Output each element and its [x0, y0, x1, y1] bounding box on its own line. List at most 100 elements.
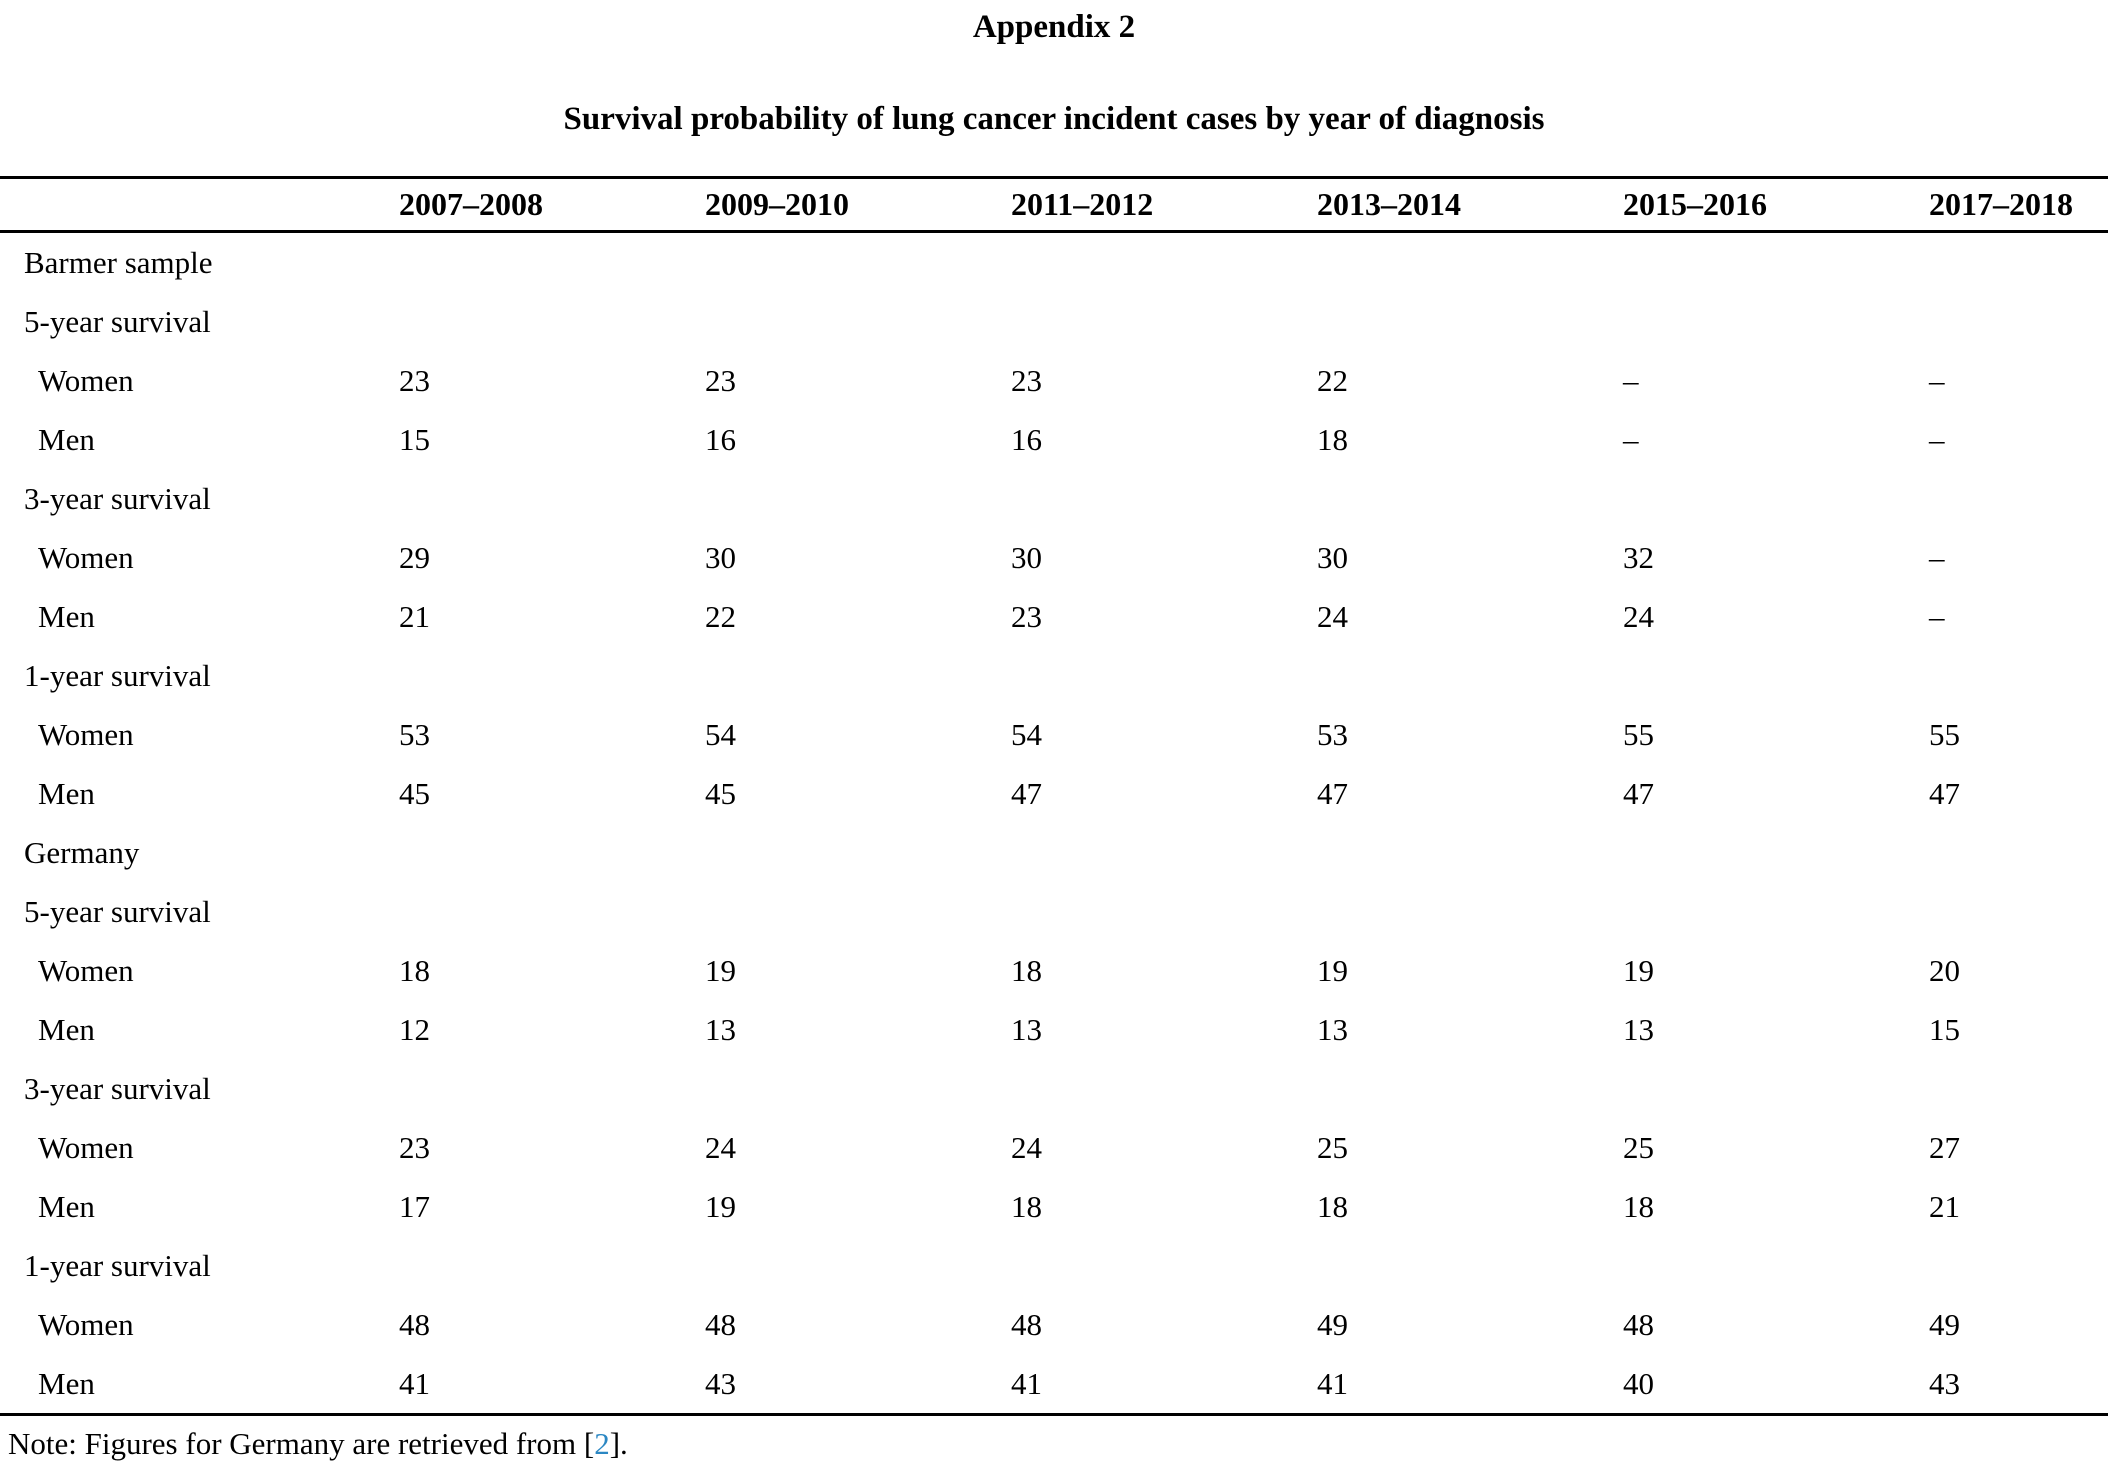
- year-column-header: 2013–2014: [1317, 177, 1623, 234]
- value-cell: [1317, 232, 1623, 293]
- value-cell: [1623, 1236, 1929, 1295]
- value-cell: 15: [1929, 1011, 1960, 1047]
- row-label: Women: [38, 1129, 134, 1165]
- value-cell: 18: [1011, 952, 1042, 988]
- row-label: Women: [38, 1306, 134, 1342]
- value-cell: [1623, 823, 1929, 882]
- value-cell: 19: [1623, 952, 1654, 988]
- value-cell: [1623, 469, 1929, 528]
- value-cell: –: [1623, 362, 1639, 398]
- value-cell: [1929, 469, 2108, 528]
- row-label: 3-year survival: [24, 1070, 211, 1106]
- table-row: Men 45 45 47 47 47 47: [0, 764, 2108, 823]
- value-cell: 48: [399, 1306, 430, 1342]
- value-cell: 43: [705, 1365, 736, 1401]
- table-row: Barmer sample: [0, 232, 2108, 293]
- row-label: Women: [38, 952, 134, 988]
- value-cell: [705, 469, 1011, 528]
- value-cell: [1929, 232, 2108, 293]
- value-cell: –: [1929, 362, 1945, 398]
- value-cell: 23: [399, 362, 430, 398]
- value-cell: [1011, 823, 1317, 882]
- value-cell: 13: [1317, 1011, 1348, 1047]
- value-cell: 43: [1929, 1365, 1960, 1401]
- value-cell: [1011, 292, 1317, 351]
- table-row: Men 41 43 41 41 40 43: [0, 1354, 2108, 1415]
- table-row: Men 15 16 16 18 – –: [0, 410, 2108, 469]
- year-column-header: 2007–2008: [399, 177, 705, 234]
- value-cell: 41: [1011, 1365, 1042, 1401]
- value-cell: 13: [1623, 1011, 1654, 1047]
- value-cell: 22: [1317, 362, 1348, 398]
- citation-link-2[interactable]: 2: [594, 1426, 610, 1462]
- value-cell: [399, 1236, 705, 1295]
- value-cell: [1011, 232, 1317, 293]
- value-cell: [399, 1059, 705, 1118]
- value-cell: 23: [399, 1129, 430, 1165]
- table-row: Women 29 30 30 30 32 –: [0, 528, 2108, 587]
- value-cell: 47: [1317, 775, 1348, 811]
- year-column-header: 2017–2018: [1929, 177, 2108, 234]
- value-cell: 20: [1929, 952, 1960, 988]
- value-cell: [399, 882, 705, 941]
- value-cell: 54: [705, 716, 736, 752]
- table-row: Women 53 54 54 53 55 55: [0, 705, 2108, 764]
- value-cell: 41: [1317, 1365, 1348, 1401]
- table-row: Men 17 19 18 18 18 21: [0, 1177, 2108, 1236]
- table-note: Note: Figures for Germany are retrieved …: [0, 1425, 2108, 1462]
- value-cell: 53: [1317, 716, 1348, 752]
- value-cell: [1929, 1236, 2108, 1295]
- value-cell: 18: [1623, 1188, 1654, 1224]
- value-cell: [1317, 646, 1623, 705]
- value-cell: –: [1929, 598, 1945, 634]
- value-cell: 24: [1623, 598, 1654, 634]
- value-cell: 41: [399, 1365, 430, 1401]
- table-row: Women 18 19 18 19 19 20: [0, 941, 2108, 1000]
- row-label: 3-year survival: [24, 480, 211, 516]
- value-cell: 18: [1011, 1188, 1042, 1224]
- value-cell: [705, 1059, 1011, 1118]
- value-cell: 23: [1011, 598, 1042, 634]
- value-cell: [1317, 469, 1623, 528]
- value-cell: 27: [1929, 1129, 1960, 1165]
- table-row: Women 48 48 48 49 48 49: [0, 1295, 2108, 1354]
- value-cell: [705, 823, 1011, 882]
- table-caption: Survival probability of lung cancer inci…: [563, 100, 1545, 137]
- value-cell: 23: [705, 362, 736, 398]
- row-label: Germany: [24, 834, 140, 870]
- value-cell: 45: [705, 775, 736, 811]
- value-cell: [1317, 1236, 1623, 1295]
- row-label: Men: [38, 1011, 95, 1047]
- value-cell: [1929, 1059, 2108, 1118]
- value-cell: 25: [1317, 1129, 1348, 1165]
- value-cell: –: [1623, 421, 1639, 457]
- value-cell: 30: [1011, 539, 1042, 575]
- value-cell: 55: [1929, 716, 1960, 752]
- value-cell: [1011, 882, 1317, 941]
- row-label: 5-year survival: [24, 303, 211, 339]
- table-row: 1-year survival: [0, 1236, 2108, 1295]
- row-label: Men: [38, 775, 95, 811]
- row-label: Men: [38, 598, 95, 634]
- value-cell: 47: [1623, 775, 1654, 811]
- value-cell: [1011, 469, 1317, 528]
- value-cell: [705, 292, 1011, 351]
- value-cell: 22: [705, 598, 736, 634]
- value-cell: [399, 292, 705, 351]
- row-label: Women: [38, 362, 134, 398]
- value-cell: 45: [399, 775, 430, 811]
- row-label: 1-year survival: [24, 657, 211, 693]
- value-cell: –: [1929, 421, 1945, 457]
- row-label: Men: [38, 421, 95, 457]
- value-cell: 47: [1929, 775, 1960, 811]
- survival-table: 2007–2008 2009–2010 2011–2012 2013–2014 …: [0, 176, 2108, 1417]
- value-cell: 21: [1929, 1188, 1960, 1224]
- value-cell: [1929, 823, 2108, 882]
- row-label: Women: [38, 539, 134, 575]
- table-row: 1-year survival: [0, 646, 2108, 705]
- value-cell: 17: [399, 1188, 430, 1224]
- value-cell: 40: [1623, 1365, 1654, 1401]
- value-cell: [705, 1236, 1011, 1295]
- table-row: 3-year survival: [0, 1059, 2108, 1118]
